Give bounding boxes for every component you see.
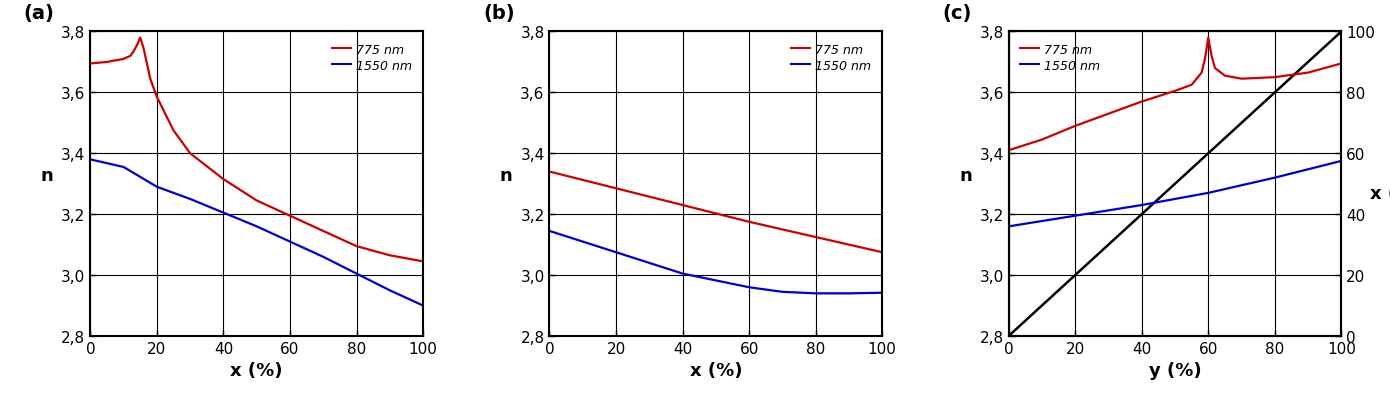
Text: (a): (a) bbox=[24, 4, 54, 23]
X-axis label: x (%): x (%) bbox=[689, 362, 742, 379]
Y-axis label: n: n bbox=[40, 166, 54, 184]
Y-axis label: n: n bbox=[959, 166, 972, 184]
Text: (c): (c) bbox=[942, 4, 972, 23]
X-axis label: x (%): x (%) bbox=[231, 362, 284, 379]
X-axis label: y (%): y (%) bbox=[1148, 362, 1201, 379]
Text: (b): (b) bbox=[482, 4, 514, 23]
Y-axis label: n: n bbox=[500, 166, 513, 184]
Y-axis label: x (%): x (%) bbox=[1369, 184, 1390, 202]
Legend: 775 nm, 1550 nm: 775 nm, 1550 nm bbox=[787, 38, 876, 78]
Legend: 775 nm, 1550 nm: 775 nm, 1550 nm bbox=[1015, 38, 1105, 78]
Legend: 775 nm, 1550 nm: 775 nm, 1550 nm bbox=[327, 38, 417, 78]
